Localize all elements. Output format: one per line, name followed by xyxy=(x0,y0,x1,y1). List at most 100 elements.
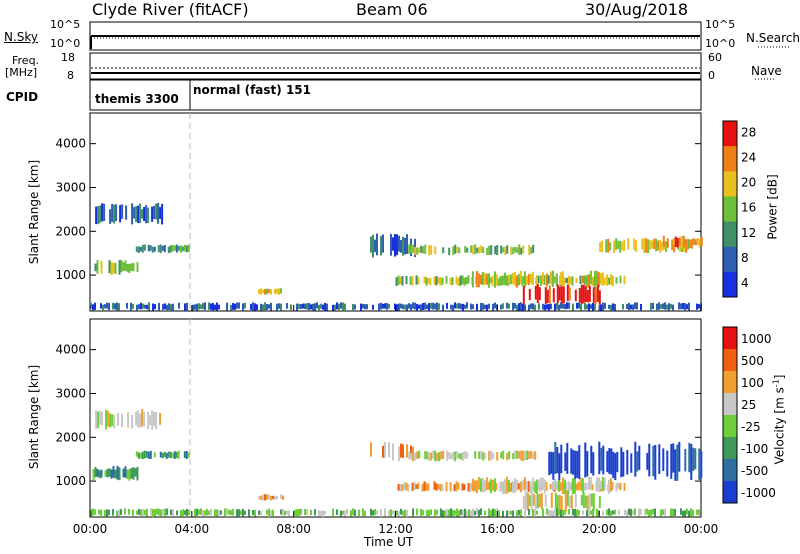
velocity-echo-cell xyxy=(473,480,476,492)
power-echo-cell xyxy=(324,302,326,311)
power-echo-cell xyxy=(544,304,546,311)
velocity-echo-cell xyxy=(534,451,537,460)
velocity-echo-cell xyxy=(106,468,109,478)
velocity-echo-cell xyxy=(220,510,222,515)
power-echo-cell xyxy=(153,246,156,252)
power-echo-cell xyxy=(580,284,583,304)
velocity-echo-cell xyxy=(575,483,578,491)
velocity-echo-cell xyxy=(427,483,430,491)
power-echo-cell xyxy=(99,205,102,223)
power-echo-cell xyxy=(132,303,134,309)
velocity-echo-cell xyxy=(672,508,674,517)
velocity-echo-cell xyxy=(166,508,168,516)
velocity-echo-cell xyxy=(146,508,148,517)
power-echo-cell xyxy=(234,303,236,310)
power-echo-cell xyxy=(135,206,138,222)
power-echo-cell xyxy=(142,303,144,309)
power-echo-cell xyxy=(502,303,504,309)
velocity-echo-cell xyxy=(158,508,160,516)
power-echo-cell xyxy=(586,304,588,310)
velocity-echo-cell xyxy=(412,446,414,462)
velocity-echo-cell xyxy=(262,494,264,501)
power-echo-cell xyxy=(547,275,550,284)
power-echo-cell xyxy=(90,302,92,309)
nsky-label: N.Sky xyxy=(4,30,39,44)
power-echo-cell xyxy=(202,303,204,310)
power-echo-cell xyxy=(666,304,668,310)
velocity-echo-cell xyxy=(147,451,150,459)
power-echo-cell xyxy=(422,246,425,254)
velocity-echo-cell xyxy=(340,510,342,517)
velocity-echo-cell xyxy=(141,451,144,460)
power-echo-cell xyxy=(507,274,510,284)
velocity-echo-cell xyxy=(608,448,611,474)
power-echo-cell xyxy=(380,236,382,256)
power-echo-cell xyxy=(452,304,454,311)
power-echo-cell xyxy=(270,302,272,311)
power-echo-cell xyxy=(499,275,502,286)
velocity-echo-region-5 xyxy=(408,450,537,462)
velocity-echo-cell xyxy=(153,412,156,427)
power-echo-cell xyxy=(591,276,594,286)
power-echo-cell xyxy=(94,302,96,310)
velocity-echo-cell xyxy=(139,413,142,428)
power-echo-cell xyxy=(445,276,448,284)
velocity-echo-cell xyxy=(690,508,692,517)
power-echo-cell xyxy=(374,239,376,253)
velocity-echo-cell xyxy=(294,509,296,516)
velocity-echo-cell xyxy=(210,508,212,516)
power-echo-cell xyxy=(111,204,114,222)
velocity-data-layer xyxy=(90,409,703,517)
velocity-echo-cell xyxy=(458,453,461,459)
velocity-echo-cell xyxy=(426,509,428,516)
velocity-echo-cell xyxy=(532,493,535,506)
power-echo-cell xyxy=(594,303,596,310)
power-echo-cell xyxy=(264,302,266,311)
power-echo-cell xyxy=(500,304,502,310)
power-echo-cell xyxy=(603,277,606,286)
velocity-echo-cell xyxy=(574,494,577,508)
power-echo-cell xyxy=(432,302,434,310)
velocity-echo-cell xyxy=(530,450,533,459)
power-echo-cell xyxy=(137,205,140,223)
power-echo-cell xyxy=(406,304,408,311)
power-echo-cell xyxy=(559,272,562,285)
power-echo-cell xyxy=(232,303,234,310)
power-echo-cell xyxy=(412,302,414,309)
power-echo-cell xyxy=(551,270,554,288)
velocity-echo-cell xyxy=(469,483,472,492)
power-echo-cell xyxy=(258,289,260,294)
xtick-label: 00:00 xyxy=(684,522,719,536)
power-echo-cell xyxy=(509,274,512,285)
power-echo-cell xyxy=(522,303,524,311)
velocity-echo-cell xyxy=(428,510,430,517)
power-echo-cell xyxy=(104,304,106,309)
velocity-echo-cell xyxy=(488,450,491,461)
velocity-echo-cell xyxy=(150,508,152,516)
velocity-echo-cell xyxy=(258,495,260,500)
velocity-echo-cell xyxy=(524,450,527,461)
power-echo-cell xyxy=(605,274,608,286)
velocity-echo-cell xyxy=(165,452,168,459)
velocity-ytick-label: 4000 xyxy=(55,343,86,357)
power-echo-cell xyxy=(486,304,488,311)
x-axis-title: Time UT xyxy=(364,535,414,549)
velocity-echo-cell xyxy=(183,451,186,458)
xtick-label: 08:00 xyxy=(276,522,311,536)
power-echo-cell xyxy=(519,270,522,285)
power-echo-cell xyxy=(448,247,451,256)
power-echo-cell xyxy=(665,241,668,252)
power-echo-cell xyxy=(145,205,148,224)
velocity-echo-cell xyxy=(266,509,268,515)
velocity-echo-cell xyxy=(122,468,125,478)
velocity-echo-cell xyxy=(147,411,150,430)
power-echo-cell xyxy=(604,302,606,309)
velocity-echo-cell xyxy=(500,452,503,459)
power-echo-cell xyxy=(652,302,654,309)
velocity-echo-cell xyxy=(453,484,456,492)
xtick-label: 20:00 xyxy=(582,522,617,536)
velocity-colorbar-tick: 100 xyxy=(741,376,764,390)
power-echo-cell xyxy=(568,287,571,301)
freq-tick-bottom: 8 xyxy=(67,69,74,82)
